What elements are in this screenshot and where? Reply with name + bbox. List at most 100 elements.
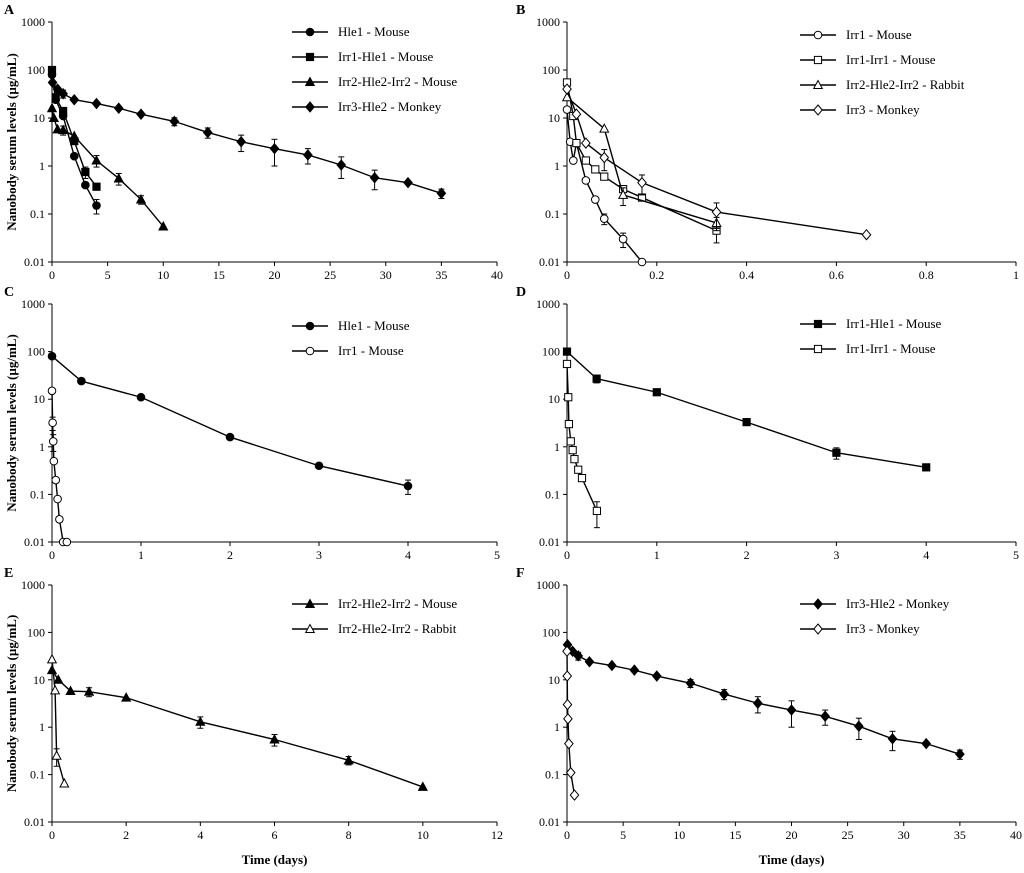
data-point [566,437,575,446]
y-tick-label: 100 [542,345,560,359]
panel-label-c: C [4,285,14,300]
x-tick-label: 2 [123,828,129,842]
series-line [51,82,442,194]
data-point [91,97,102,110]
x-axis-title: Time (days) [759,852,825,867]
data-point [562,347,572,356]
data-point [92,182,101,191]
legend-marker [304,598,316,608]
data-point [314,461,324,471]
data-point [59,106,68,116]
legend-marker [305,101,315,113]
data-point [590,195,600,204]
x-tick-label: 35 [954,828,966,842]
y-tick-label: 0.1 [30,768,45,782]
data-point [592,506,602,516]
legend-label: Irr1-Irr1 - Mouse [846,341,936,356]
data-point [599,123,610,133]
data-point [592,374,601,383]
legend-label: Irr3-Hle2 - Monkey [338,99,442,114]
legend-marker [305,346,315,356]
legend-marker [812,79,824,89]
legend-marker [813,30,823,40]
legend-label: Irr3-Hle2 - Monkey [846,596,950,611]
x-tick-label: 0.8 [919,268,934,282]
data-point [47,386,57,396]
x-tick-label: 20 [269,268,281,282]
data-point [719,688,730,700]
y-tick-label: 1 [554,159,560,173]
x-tick-label: 10 [673,828,685,842]
panel-label-a: A [4,3,15,18]
data-point [573,650,584,662]
data-point [861,228,872,241]
data-point [46,653,58,664]
data-point [62,537,72,547]
y-tick-label: 0.01 [24,535,45,549]
panel-b: B 0.01 0.1 1 10 100 1000 0 0.2 0.4 0.6 0.8 1 Irr1 - M… [516,3,1019,282]
panel-c: C 0.01 0.1 1 10 100 1000 0 1 2 3 4 5 Nanobody serum l… [4,285,500,562]
legend-marker [813,104,823,116]
data-point [77,376,86,386]
data-point [563,713,573,725]
data-point [403,481,413,491]
data-point [81,180,90,190]
data-point [584,656,595,668]
data-point [618,234,628,244]
data-point [599,214,609,223]
data-point [53,674,64,684]
x-tick-label: 1 [654,548,660,562]
data-point [121,692,132,702]
y-tick-label: 0.01 [539,815,560,829]
data-point [637,176,647,189]
x-tick-label: 35 [435,268,447,282]
data-point [113,172,124,183]
data-point [65,685,76,696]
y-tick-label: 1 [39,720,45,734]
data-point [69,130,80,141]
series-e-1: Irr2-Hle2-Irr2 - Mouse [46,596,457,791]
data-point [922,463,931,472]
y-tick-label: 0.01 [24,255,45,269]
y-tick-label: 10 [548,673,560,687]
data-point [46,664,58,675]
data-point [652,388,661,397]
y-tick-label: 10 [33,673,45,687]
x-tick-label: 3 [316,548,322,562]
data-point [55,514,64,524]
y-axis-title: Nanobody serum levels (µg/mL) [4,615,19,793]
data-point [568,446,577,455]
data-point [47,76,58,89]
x-tick-label: 0 [564,828,570,842]
y-tick-label: 1 [39,440,45,454]
series-line [51,355,409,487]
legend-label: Irr2-Hle2-Irr2 - Mouse [338,74,457,89]
data-point [91,154,102,165]
y-tick-label: 0.1 [545,207,560,221]
y-tick-label: 1000 [21,578,45,592]
panel-a: A 0.01 0.1 1 10 100 1000 0 5 10 15 20 25 30 35 40 Nanobo… [4,3,503,282]
data-point [600,172,609,181]
x-tick-label: 3 [833,548,839,562]
legend-label: Irr2-Hle2-Irr2 - Mouse [338,596,457,611]
x-tick-label: 0 [49,548,55,562]
data-point [58,87,68,100]
data-point [581,176,591,185]
y-axis-title: Nanobody serum levels (µg/mL) [4,53,19,231]
legend-marker [305,27,315,37]
panel-e: E 0.01 0.1 1 10 100 1000 0 2 4 6 8 10 12 Nanobody seru… [4,566,503,867]
x-tick-label: 20 [786,828,798,842]
data-point [571,108,582,120]
data-point [47,65,57,75]
legend-label: Irr1 - Mouse [846,27,912,42]
data-point [752,697,763,710]
legend-label: Irr3 - Monkey [846,621,920,636]
data-point [52,123,63,134]
data-point [417,781,428,791]
legend-marker [813,623,823,635]
series-c-1: Hle1 - Mouse [47,318,413,495]
data-point [46,102,58,113]
y-tick-label: 10 [33,392,45,406]
x-tick-label: 5 [1013,548,1019,562]
